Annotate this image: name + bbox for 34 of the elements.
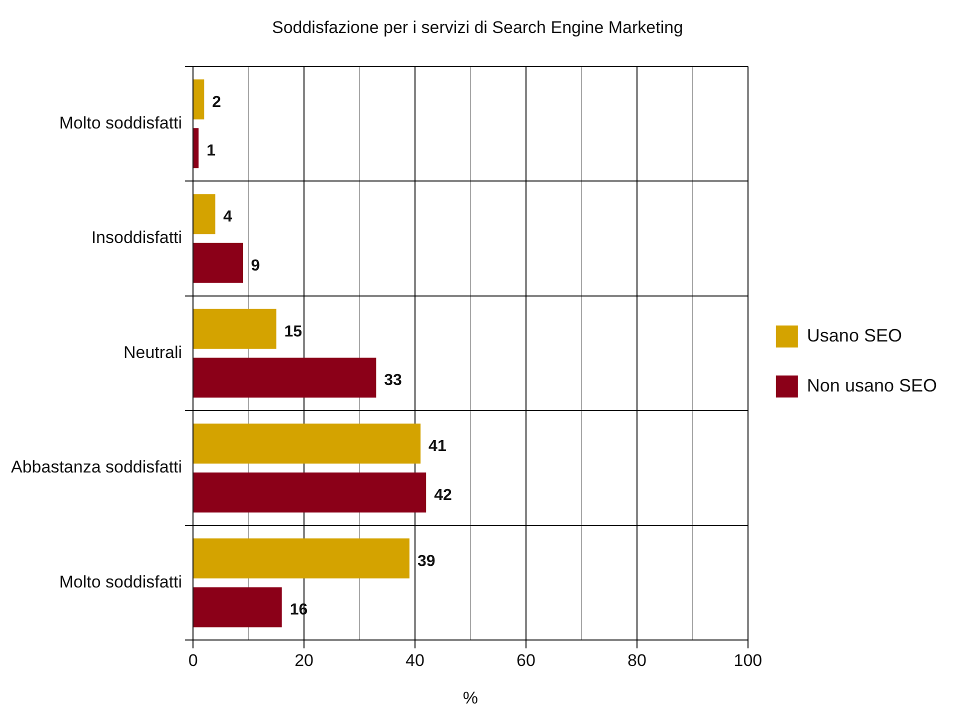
bar [194, 358, 376, 398]
x-tick-label: 60 [516, 651, 536, 670]
bar [194, 194, 216, 234]
bar [194, 308, 276, 349]
x-tick-label: 40 [406, 651, 424, 670]
legend-label: Non usano SEO [806, 375, 937, 396]
bar [194, 128, 199, 168]
x-tick-label: 80 [627, 651, 646, 670]
bar [194, 538, 410, 578]
bar [194, 242, 243, 283]
bar [194, 79, 204, 120]
bar [194, 587, 282, 628]
y-tick-label: Insoddisfatti [91, 228, 182, 248]
data-label: 15 [284, 323, 302, 340]
data-label: 1 [206, 142, 216, 160]
y-tick-label: Molto soddisfatti [59, 113, 182, 132]
data-label: 39 [417, 552, 436, 570]
x-tick-label: 0 [188, 651, 198, 670]
data-label: 42 [434, 486, 452, 504]
data-label: 41 [428, 438, 446, 456]
data-label: 2 [212, 94, 222, 111]
y-tick-label: Neutrali [123, 342, 182, 362]
data-label: 9 [250, 257, 260, 274]
bar [194, 424, 421, 464]
data-label: 33 [384, 372, 402, 390]
data-label: 4 [223, 208, 232, 226]
legend-label: Usano SEO [806, 325, 902, 346]
bar [194, 472, 426, 512]
x-tick-label: 20 [294, 651, 314, 670]
y-tick-label: Molto soddisfatti [59, 572, 182, 592]
y-tick-label: Abbastanza soddisfatti [10, 458, 182, 477]
x-axis-title: % [462, 688, 478, 708]
chart-title: Soddisfazione per i servizi di Search Engine Marketing [272, 18, 684, 37]
x-tick-label: 100 [734, 651, 762, 670]
